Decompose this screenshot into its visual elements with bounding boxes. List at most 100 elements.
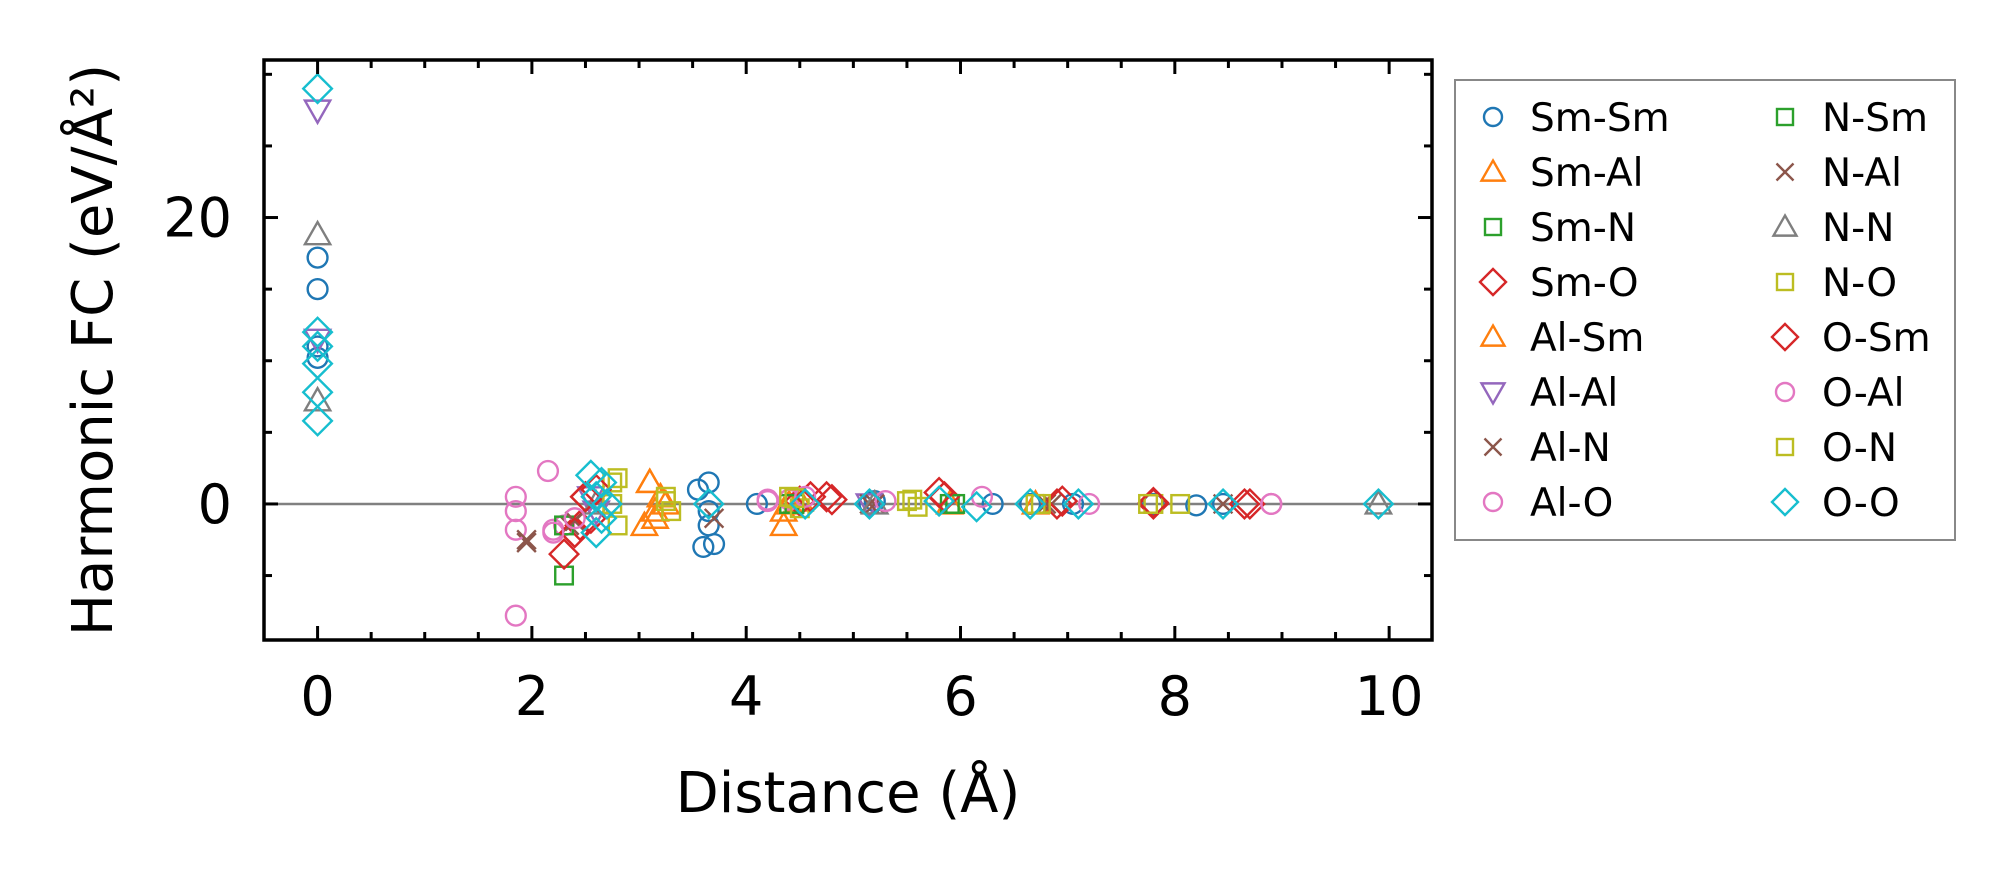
data-point	[907, 496, 928, 517]
legend-item-n-sm: N-Sm	[1775, 96, 1928, 141]
data-point	[301, 404, 334, 437]
x-tick-label: 2	[515, 665, 549, 728]
data-point	[902, 489, 923, 510]
data-point	[1228, 487, 1261, 520]
legend-label: N-Sm	[1822, 96, 1928, 141]
data-point	[661, 501, 682, 522]
legend: Sm-Sm Sm-Al Sm-N Sm-O Al-Sm Al-Al Al-N Al-O N-Sm…	[1454, 79, 1956, 541]
legend-marker	[1775, 107, 1795, 127]
legend-item-al-sm: Al-Sm	[1479, 316, 1644, 361]
data-point	[585, 466, 618, 499]
legend-label: Sm-N	[1530, 206, 1636, 251]
data-point	[302, 99, 333, 126]
legend-label: N-N	[1822, 206, 1894, 251]
data-point	[697, 500, 720, 523]
legend-item-o-o: O-O	[1770, 481, 1900, 526]
legend-marker	[1775, 272, 1795, 292]
data-point	[306, 246, 329, 269]
data-point	[794, 485, 817, 508]
legend-label: Al-O	[1530, 481, 1613, 526]
data-point	[794, 480, 827, 513]
series-al-al	[302, 99, 885, 527]
x-tick-label: 10	[1355, 665, 1424, 728]
y-axis-label: Harmonic FC (eV/Å²)	[60, 64, 126, 636]
x-tick-label: 4	[729, 665, 763, 728]
data-point	[1170, 493, 1191, 514]
legend-label: O-O	[1822, 481, 1900, 526]
data-point	[928, 480, 961, 513]
x-axis-label: Distance (Å)	[676, 760, 1021, 826]
data-point	[1212, 493, 1234, 515]
data-point	[1211, 492, 1235, 516]
legend-label: O-N	[1822, 426, 1897, 471]
legend-item-o-al: O-Al	[1774, 371, 1905, 416]
legend-marker	[1478, 267, 1508, 297]
legend-item-al-o: Al-O	[1482, 481, 1613, 526]
data-point	[590, 487, 623, 520]
data-point	[569, 480, 602, 513]
legend-marker	[1479, 323, 1507, 347]
legend-marker	[1775, 437, 1795, 457]
legend-marker	[1482, 491, 1504, 513]
data-point	[602, 472, 623, 493]
data-point	[1185, 494, 1208, 517]
data-point	[1207, 487, 1240, 520]
legend-item-al-al: Al-Al	[1479, 371, 1618, 416]
legend-item-al-n: Al-N	[1483, 426, 1611, 471]
plot-frame	[262, 58, 1434, 642]
data-point	[542, 521, 565, 544]
data-point	[306, 335, 329, 358]
y-tick-label: 0	[198, 473, 232, 536]
data-point	[301, 330, 334, 363]
legend-item-sm-o: Sm-O	[1478, 261, 1639, 306]
data-point	[302, 219, 333, 246]
data-point	[563, 507, 586, 530]
legend-label: Sm-Al	[1530, 151, 1643, 196]
data-point	[1362, 487, 1395, 520]
data-point	[558, 516, 591, 549]
legend-marker	[1479, 158, 1507, 182]
legend-label: Al-N	[1530, 426, 1611, 471]
legend-item-sm-n: Sm-N	[1483, 206, 1636, 251]
legend-item-n-al: N-Al	[1775, 151, 1902, 196]
y-tick-label: 20	[163, 187, 232, 250]
data-point	[1078, 492, 1101, 516]
data-point	[1030, 493, 1051, 514]
series-o-n	[602, 468, 1191, 514]
data-point	[768, 510, 799, 537]
legend-label: O-Al	[1822, 371, 1905, 416]
legend-item-sm-sm: Sm-Sm	[1482, 96, 1670, 141]
data-point	[896, 491, 917, 512]
legend-label: O-Sm	[1822, 316, 1931, 361]
data-point	[301, 316, 334, 349]
legend-item-o-sm: O-Sm	[1770, 316, 1931, 361]
legend-marker	[1775, 162, 1795, 182]
legend-marker	[1771, 213, 1799, 237]
legend-marker	[1774, 381, 1796, 403]
legend-marker	[1479, 382, 1507, 406]
data-point	[607, 468, 628, 489]
legend-label: Sm-Sm	[1530, 96, 1670, 141]
x-tick-label: 8	[1158, 665, 1192, 728]
data-point	[1363, 488, 1394, 515]
legend-label: Al-Al	[1530, 371, 1618, 416]
data-point	[629, 510, 660, 537]
series-o-o	[301, 72, 1395, 549]
data-point	[504, 604, 527, 627]
legend-item-n-o: N-O	[1775, 261, 1897, 306]
series-n-n	[302, 219, 1394, 515]
data-point	[536, 459, 560, 483]
legend-marker	[1770, 487, 1800, 517]
legend-frame	[1454, 79, 1956, 541]
data-point	[923, 476, 956, 509]
data-point	[655, 491, 676, 512]
data-point	[607, 515, 628, 536]
data-point	[1014, 487, 1047, 520]
data-point	[301, 72, 334, 105]
data-point	[504, 518, 527, 541]
data-point	[692, 535, 715, 559]
legend-label: Al-Sm	[1530, 316, 1644, 361]
data-point	[960, 490, 993, 523]
legend-marker	[1483, 437, 1503, 457]
data-point	[1260, 492, 1283, 516]
